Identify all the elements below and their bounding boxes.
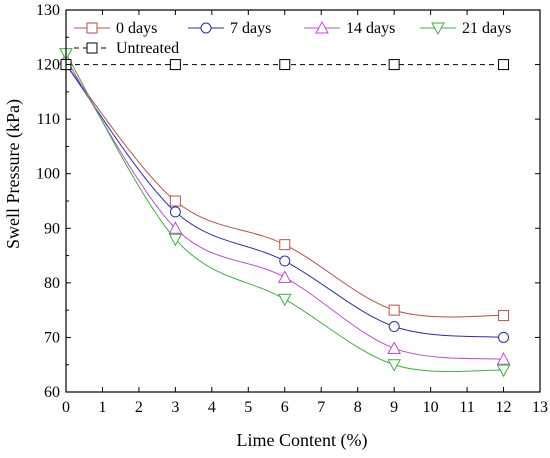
y-tick-label: 70 [44,329,60,346]
x-tick-label: 6 [281,399,289,416]
x-tick-label: 2 [135,399,143,416]
x-tick-label: 0 [62,399,70,416]
series-line [65,53,504,373]
y-axis-label: Swell Pressure (kPa) [3,99,24,249]
legend-marker [86,22,98,34]
y-tick-label: 120 [36,57,60,74]
legend-marker [315,20,329,34]
data-point [169,206,181,218]
x-tick-label: 1 [98,399,106,416]
legend-marker [86,42,98,54]
data-point [169,59,181,71]
y-tick-label: 130 [36,2,60,19]
legend-item: 14 days [304,20,395,37]
x-tick-label: 10 [423,399,439,416]
data-point [168,233,183,247]
x-tick-label: 8 [354,399,362,416]
x-axis-label: Lime Content (%) [237,430,368,451]
series-untreated [60,59,510,71]
legend-item: 7 days [188,20,271,37]
legend-marker [431,22,445,36]
data-point [496,364,511,378]
data-point [169,195,181,207]
data-point [388,304,400,316]
legend-item: 21 days [420,20,511,37]
legend-label: 0 days [116,20,157,37]
y-tick-label: 110 [37,111,60,128]
x-tick-label: 11 [459,399,474,416]
series-line [65,58,504,360]
data-point [498,310,510,322]
data-point [277,293,292,307]
x-tick-label: 13 [532,399,548,416]
plot-area [59,48,511,378]
data-point [279,239,291,251]
data-point [387,341,401,354]
data-point [279,255,291,267]
x-tick-label: 3 [171,399,179,416]
data-point [168,221,183,234]
x-tick-label: 7 [317,399,325,416]
legend-label: 14 days [346,20,395,37]
series-14-days [59,52,511,365]
x-tick-label: 5 [244,399,252,416]
legend-label: 7 days [230,20,271,37]
y-tick-label: 100 [36,166,60,183]
legend-label: 21 days [462,20,511,37]
series-21-days [59,48,511,378]
y-tick-label: 80 [44,275,60,292]
plot-frame [65,9,541,393]
x-tick-label: 12 [496,399,512,416]
data-point [388,321,400,333]
legend-item: 0 days [74,20,157,37]
legend-item: Untreated [74,40,179,57]
x-tick-label: 4 [208,399,216,416]
legend-marker [200,22,212,34]
data-point [498,331,510,343]
x-tick-label: 9 [390,399,398,416]
data-point [388,59,400,71]
data-point [387,359,401,372]
data-point [279,59,291,71]
legend: 0 days 7 days 14 days 21 days Untreated [74,20,511,57]
legend-label: Untreated [116,40,179,57]
data-point [498,59,510,71]
data-point [496,352,511,365]
y-tick-label: 60 [44,384,60,401]
data-point [277,270,292,283]
y-tick-label: 90 [44,220,60,237]
